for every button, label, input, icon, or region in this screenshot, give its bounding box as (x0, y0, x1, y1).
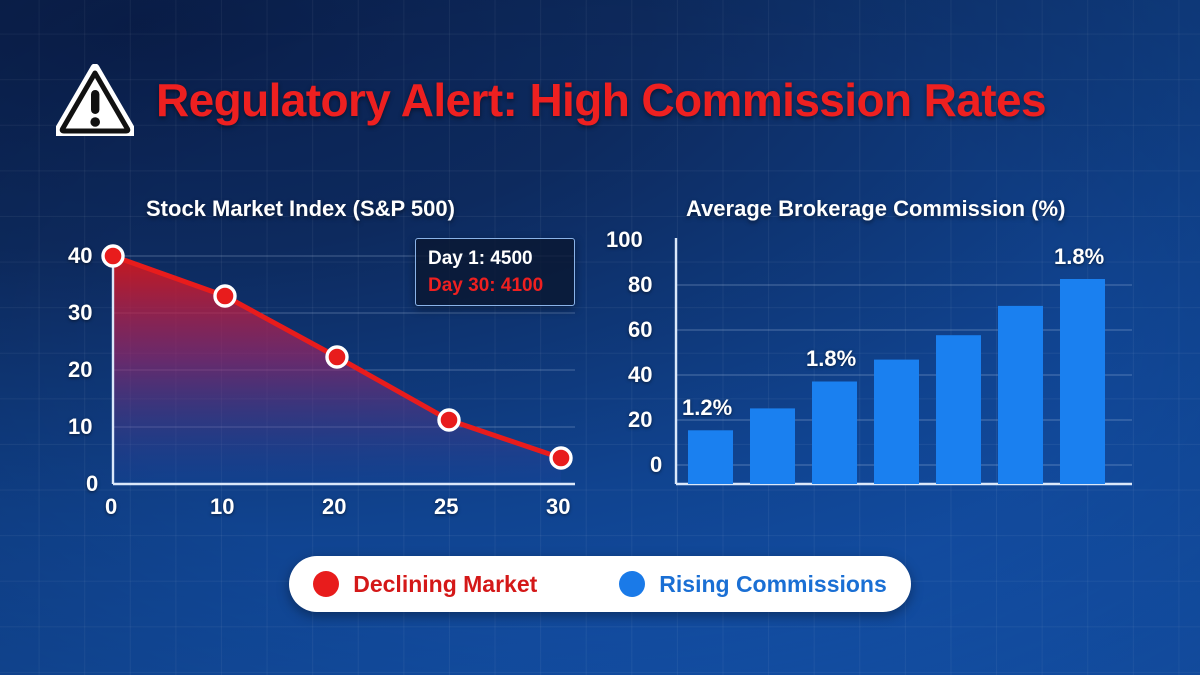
bar-label-7: 1.8% (1054, 244, 1105, 269)
bar-chart: 100 80 60 40 20 0 1.2% 1.8% 1.8% (604, 227, 1149, 528)
bar-7 (1060, 279, 1105, 484)
line-x-tick-10: 10 (210, 494, 235, 519)
bar-4 (874, 359, 919, 484)
page-title: Regulatory Alert: High Commission Rates (156, 74, 1047, 126)
line-chart-title: Stock Market Index (S&P 500) (146, 196, 455, 221)
legend-item-declining-market[interactable]: Declining Market (313, 571, 537, 598)
line-x-tick-20: 20 (322, 494, 347, 519)
bar-y-tick-80: 80 (628, 272, 653, 297)
bar-1 (688, 430, 733, 484)
line-x-tick-25: 25 (434, 494, 459, 519)
bar-chart-bars (688, 279, 1105, 484)
line-y-tick-0: 0 (86, 471, 99, 496)
bar-label-1: 1.2% (682, 395, 733, 420)
bar-5 (936, 335, 981, 484)
line-chart: 40 30 20 10 0 0 10 20 25 30 (60, 228, 590, 528)
line-y-tick-20: 20 (68, 357, 93, 382)
bar-y-tick-60: 60 (628, 317, 653, 342)
line-chart-callout: Day 1: 4500 Day 30: 4100 (415, 238, 575, 306)
legend-dot-red (313, 571, 340, 597)
legend-item-rising-commissions[interactable]: Rising Commissions (619, 570, 887, 598)
line-y-tick-40: 40 (68, 243, 93, 268)
bar-chart-svg (674, 238, 1132, 486)
line-chart-markers (101, 244, 573, 470)
bar-chart-title: Average Brokerage Commission (%) (686, 196, 1066, 221)
legend-label-rising-commissions: Rising Commissions (659, 570, 887, 597)
callout-day1-value: Day 1: 4500 (428, 248, 533, 269)
line-y-tick-10: 10 (68, 414, 93, 439)
callout-day30-value: Day 30: 4100 (428, 274, 544, 296)
legend-label-declining-market: Declining Market (353, 570, 538, 597)
legend-dot-blue (619, 571, 646, 597)
chart-legend: Declining Market Rising Commissions (289, 556, 911, 612)
line-x-tick-30: 30 (546, 494, 571, 519)
line-x-tick-0: 0 (105, 494, 118, 519)
line-chart-axes (111, 252, 575, 486)
warning-triangle-icon (56, 64, 134, 136)
bar-2 (750, 408, 795, 484)
bar-y-tick-40: 40 (628, 362, 653, 387)
alert-header: Regulatory Alert: High Commission Rates (56, 52, 1160, 148)
line-y-tick-30: 30 (68, 300, 93, 325)
bar-3 (812, 381, 857, 484)
bar-label-3: 1.8% (806, 346, 857, 371)
bar-6 (998, 305, 1043, 484)
bar-y-tick-100: 100 (606, 227, 643, 252)
line-chart-svg (101, 244, 575, 486)
bar-y-tick-20: 20 (628, 407, 653, 432)
bar-y-tick-0: 0 (650, 452, 663, 477)
